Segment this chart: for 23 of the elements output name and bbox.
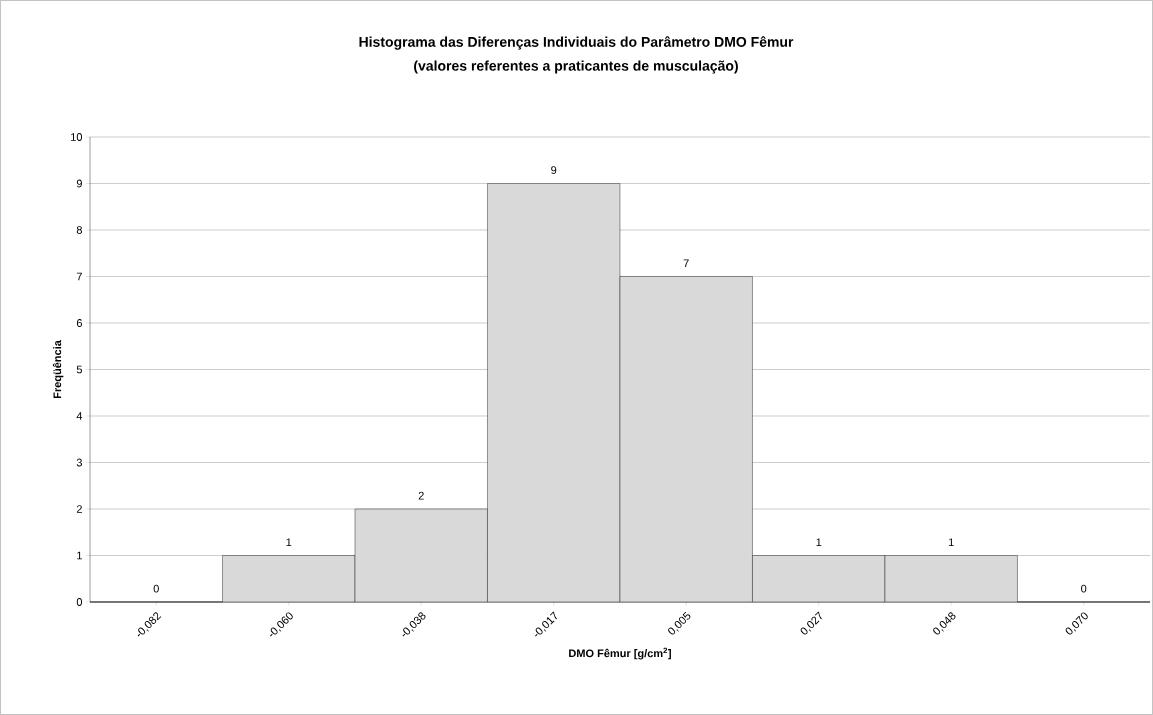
y-tick-label: 2	[76, 505, 82, 513]
data-label: 2	[418, 491, 424, 500]
y-tick-label: 1	[77, 551, 82, 560]
x-axis-title: DMO Fêmur [g/cm$^{2}$]	[569, 647, 671, 660]
data-label: 1	[816, 538, 822, 546]
y-tick-label: 6	[76, 319, 82, 327]
data-label: 9	[551, 166, 557, 174]
data-label: 7	[683, 259, 689, 267]
data-label: 0	[153, 584, 159, 593]
data-label: 1	[948, 538, 954, 546]
chart-title: Histograma das Diferenças Individuais do Parâmetro DMO Fêmur	[359, 36, 794, 50]
y-tick-label: 0	[76, 598, 83, 606]
y-axis-title: Freqüência	[52, 340, 64, 399]
y-tick-label: 4	[76, 412, 83, 420]
data-label: 0	[1081, 584, 1087, 593]
y-tick-label: 3	[76, 458, 82, 467]
y-tick-label: 5	[76, 365, 82, 374]
y-tick-label: 9	[76, 179, 82, 188]
chart-subtitle: (valores referentes a praticantes de musculação)	[414, 60, 738, 74]
y-tick-label: 7	[76, 272, 82, 281]
y-tick-label: 8	[76, 226, 82, 234]
data-label: 1	[286, 538, 292, 546]
y-tick-label: 10	[71, 133, 83, 141]
